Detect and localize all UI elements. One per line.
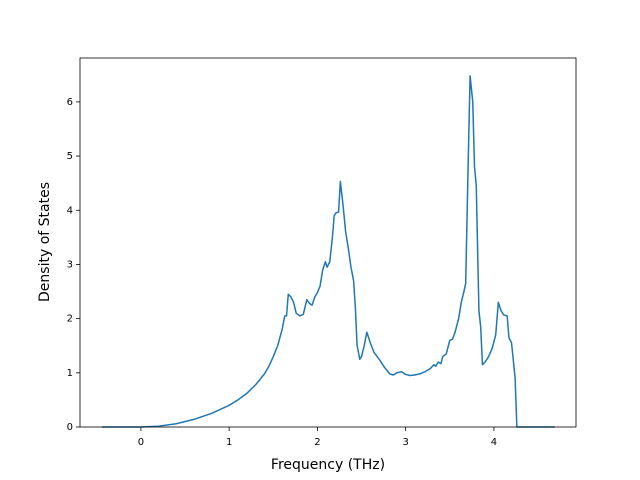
- x-tick-label: 2: [314, 437, 320, 448]
- y-tick-label: 0: [67, 422, 73, 433]
- y-tick-label: 1: [67, 368, 73, 379]
- y-tick-label: 4: [67, 205, 73, 216]
- x-axis-label: Frequency (THz): [271, 457, 385, 473]
- y-tick-label: 3: [67, 259, 73, 270]
- x-tick-label: 4: [491, 437, 497, 448]
- y-tick-label: 5: [67, 151, 73, 162]
- line: [102, 75, 555, 428]
- y-tick-label: 6: [67, 97, 73, 108]
- x-tick-label: 1: [226, 437, 232, 448]
- y-tick-label: 2: [67, 314, 73, 325]
- y-axis-label: Density of States: [37, 182, 53, 302]
- x-tick-label: 0: [138, 437, 144, 448]
- plot-frame: [79, 57, 577, 428]
- x-tick-label: 3: [402, 437, 408, 448]
